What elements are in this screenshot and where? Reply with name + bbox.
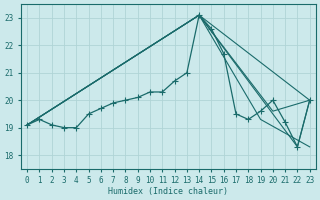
X-axis label: Humidex (Indice chaleur): Humidex (Indice chaleur) — [108, 187, 228, 196]
